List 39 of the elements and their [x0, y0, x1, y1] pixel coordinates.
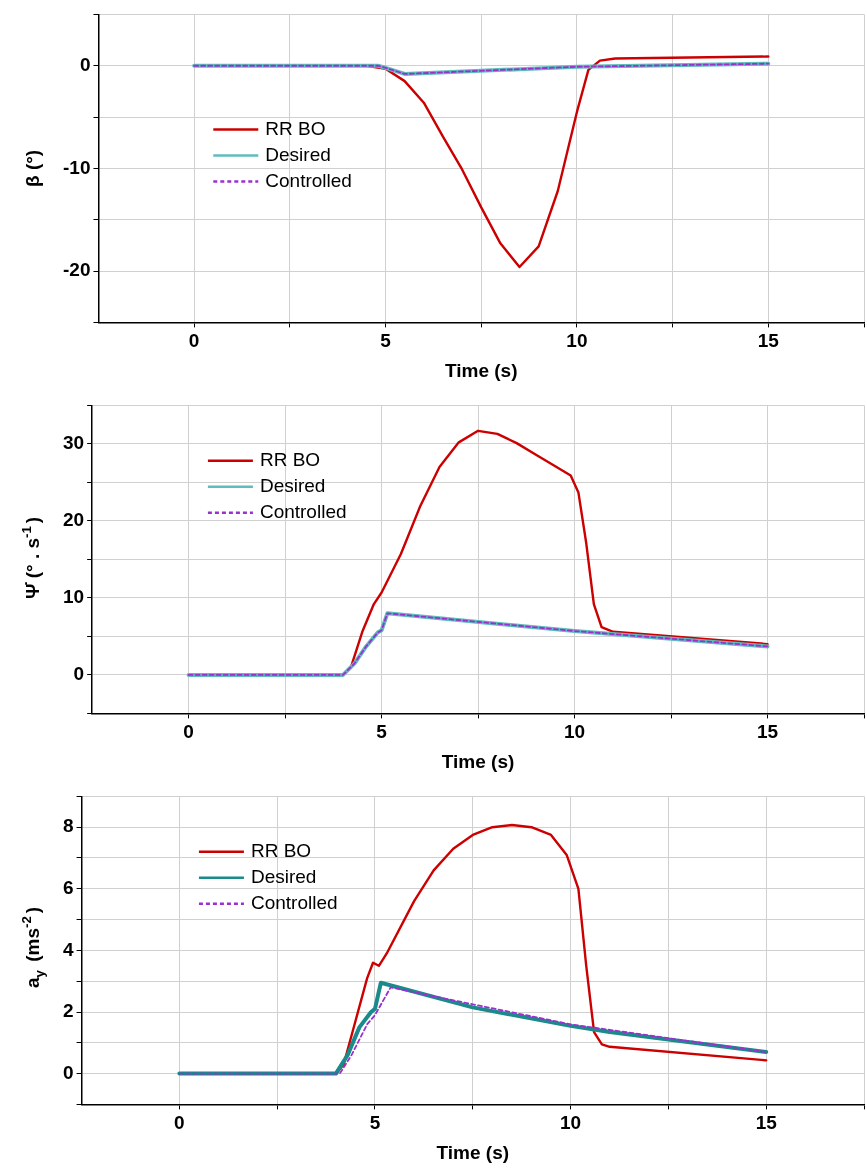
- legend-label: Desired: [259, 475, 326, 497]
- y-tick-label: 10: [62, 586, 85, 608]
- legend-label: Desired: [250, 866, 317, 888]
- y-tick-label: 6: [62, 877, 74, 899]
- x-tick-label: 5: [380, 330, 392, 352]
- x-tick-label: 15: [756, 721, 779, 743]
- y-tick-label: 20: [62, 509, 85, 531]
- y-axis-title: β (°): [22, 149, 44, 187]
- y-tick-label: 0: [79, 53, 91, 75]
- y-tick-label: 0: [62, 1061, 74, 1083]
- x-tick-label: 15: [757, 330, 780, 352]
- y-tick-label: 30: [62, 432, 85, 454]
- x-tick-label: 10: [566, 330, 588, 352]
- legend-label: Controlled: [250, 892, 338, 914]
- x-tick-label: 10: [563, 721, 586, 743]
- x-tick-label: 15: [755, 1112, 778, 1134]
- y-tick-label: 2: [62, 1000, 74, 1022]
- y-axis-title: ay (ms-2): [19, 906, 48, 988]
- x-tick-label: 5: [369, 1112, 381, 1134]
- legend-label: RR BO: [250, 840, 312, 862]
- y-tick-label: -20: [62, 259, 91, 281]
- x-axis-title: Time (s): [441, 750, 515, 772]
- x-axis-title: Time (s): [444, 359, 518, 381]
- x-tick-label: 0: [183, 721, 194, 743]
- y-tick-label: 0: [73, 663, 85, 685]
- legend-label: Desired: [265, 143, 331, 165]
- x-tick-label: 0: [188, 330, 200, 352]
- x-axis-title: Time (s): [436, 1141, 510, 1163]
- x-tick-label: 10: [560, 1112, 582, 1134]
- legend-label: Controlled: [265, 169, 352, 191]
- x-tick-label: 0: [174, 1112, 185, 1134]
- legend-label: RR BO: [265, 117, 326, 139]
- legend-label: Controlled: [259, 501, 347, 523]
- y-tick-label: 8: [62, 815, 74, 837]
- legend-label: RR BO: [259, 449, 321, 471]
- y-tick-label: -10: [62, 156, 91, 178]
- y-tick-label: 4: [62, 938, 74, 960]
- x-tick-label: 5: [376, 721, 388, 743]
- y-axis-title: Ψ̇ (° . s-1): [19, 516, 44, 599]
